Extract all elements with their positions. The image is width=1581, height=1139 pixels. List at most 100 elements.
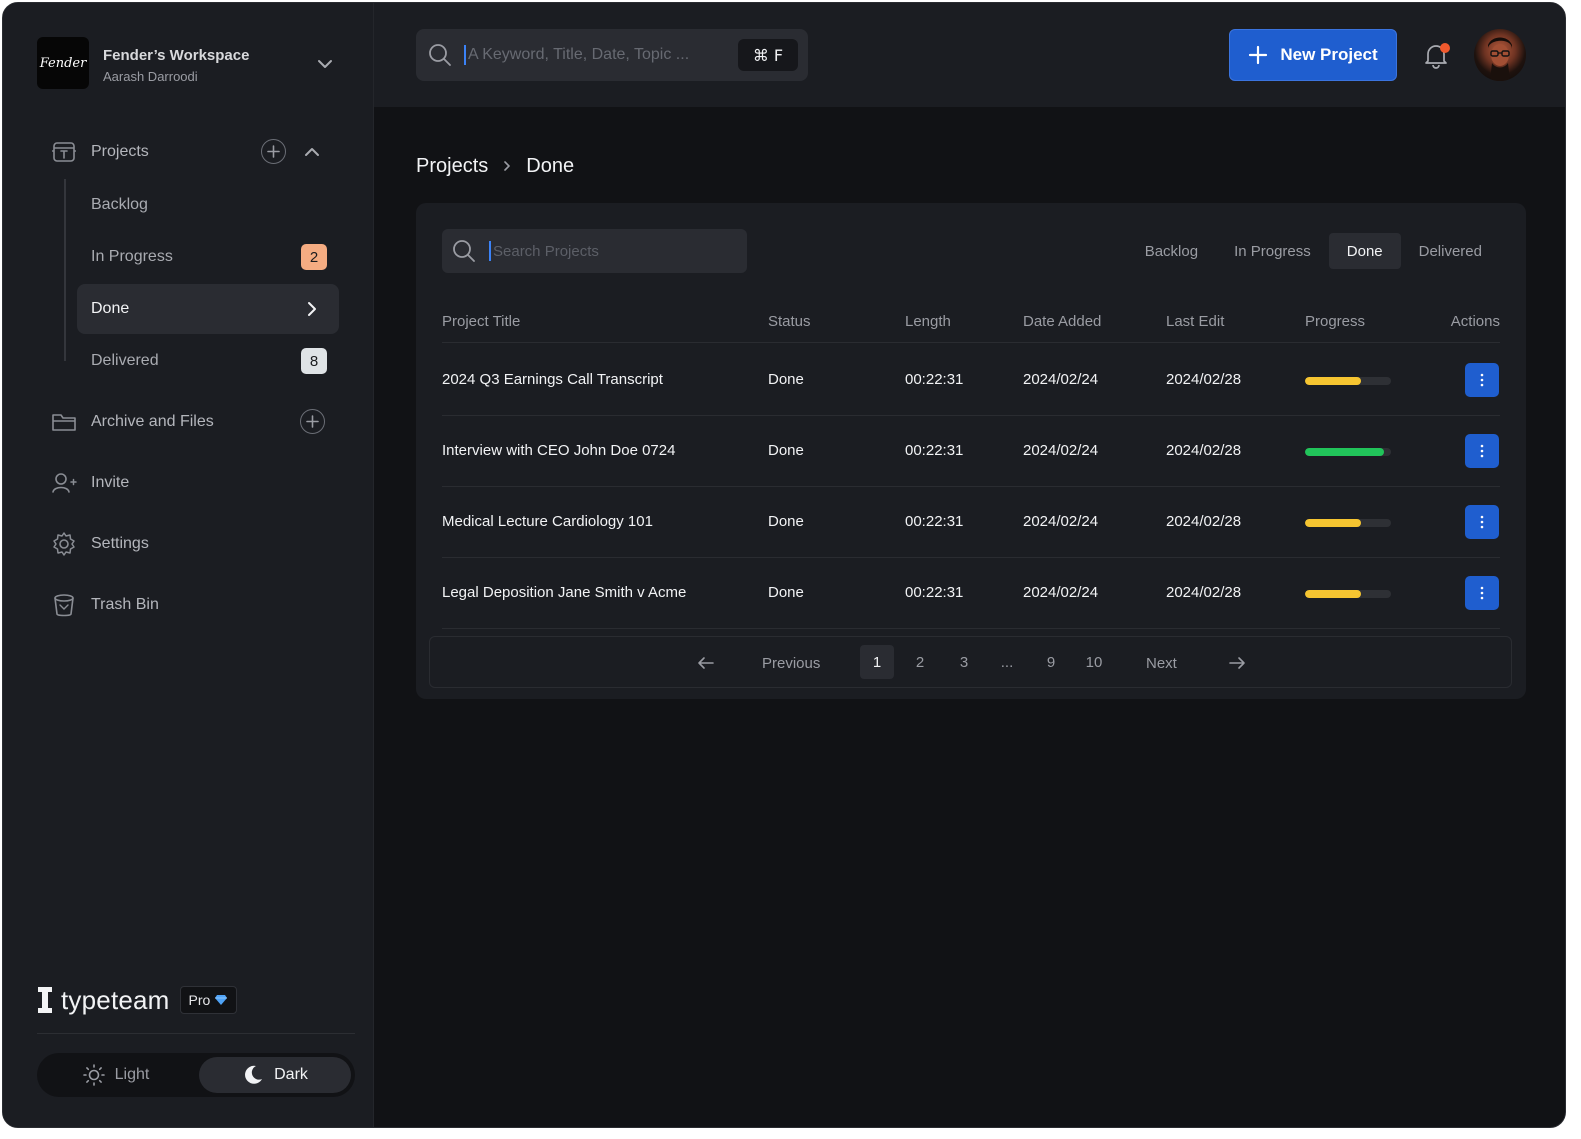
theme-light-label: Light bbox=[114, 1066, 150, 1083]
kanban-board-icon bbox=[51, 139, 77, 165]
column-header[interactable]: Progress bbox=[1305, 313, 1366, 330]
theme-dark-option[interactable]: Dark bbox=[199, 1057, 351, 1093]
arrow-left-icon[interactable] bbox=[696, 650, 716, 676]
row-actions-button[interactable] bbox=[1465, 576, 1499, 610]
workspace-logo: Fender bbox=[37, 37, 89, 89]
arrow-right-icon[interactable] bbox=[1227, 650, 1247, 676]
brand-name: typeteam bbox=[61, 984, 170, 1015]
add-user-icon bbox=[51, 470, 77, 496]
bell-icon[interactable] bbox=[1422, 41, 1450, 69]
avatar[interactable] bbox=[1474, 29, 1526, 81]
page-button[interactable]: 3 bbox=[959, 653, 969, 671]
column-header[interactable]: Date Added bbox=[1023, 313, 1102, 330]
trash-icon bbox=[51, 592, 77, 618]
status-cell: Done bbox=[768, 584, 804, 601]
column-header[interactable]: Status bbox=[768, 313, 811, 330]
table-row[interactable]: Interview with CEO John Doe 0724 Done 00:2… bbox=[442, 416, 1500, 487]
column-header: Actions bbox=[1450, 313, 1500, 330]
progress-bar bbox=[1305, 448, 1391, 456]
project-title: Interview with CEO John Doe 0724 bbox=[442, 442, 676, 459]
divider bbox=[37, 1033, 355, 1034]
sidebar-item-delivered[interactable]: Delivered 8 bbox=[77, 336, 339, 386]
tree-connector bbox=[64, 179, 66, 361]
diamond-icon bbox=[215, 995, 228, 1005]
sidebar-item-backlog[interactable]: Backlog bbox=[77, 180, 339, 230]
column-header[interactable]: Last Edit bbox=[1166, 313, 1225, 330]
tab-backlog[interactable]: Backlog bbox=[1144, 242, 1199, 260]
new-project-button[interactable]: New Project bbox=[1229, 29, 1397, 81]
count-badge: 2 bbox=[301, 244, 327, 270]
sidebar-item-done[interactable]: Done bbox=[77, 284, 339, 334]
breadcrumb-root[interactable]: Projects bbox=[416, 154, 489, 177]
status-filter-tabs: Backlog In Progress Done Delivered bbox=[1127, 233, 1500, 269]
chevron-up-icon[interactable] bbox=[303, 143, 321, 161]
progress-bar bbox=[1305, 590, 1391, 598]
table-row[interactable]: 2024 Q3 Earnings Call Transcript Done 00:2… bbox=[442, 345, 1500, 416]
project-search-input[interactable] bbox=[493, 239, 733, 263]
sidebar-item-settings[interactable]: Settings bbox=[51, 524, 149, 564]
sidebar-item-invite[interactable]: Invite bbox=[51, 463, 129, 503]
row-actions-button[interactable] bbox=[1465, 363, 1499, 397]
page-ellipsis: ... bbox=[1000, 653, 1014, 671]
row-actions-button[interactable] bbox=[1465, 505, 1499, 539]
workspace-user: Aarash Darroodi bbox=[103, 69, 198, 84]
project-title: 2024 Q3 Earnings Call Transcript bbox=[442, 371, 663, 388]
more-vertical-icon bbox=[1480, 373, 1484, 387]
progress-fill bbox=[1305, 377, 1361, 385]
length-cell: 00:22:31 bbox=[905, 442, 964, 459]
global-search-input[interactable] bbox=[468, 43, 730, 67]
breadcrumb-current: Done bbox=[526, 154, 575, 177]
last-edit-cell: 2024/02/28 bbox=[1166, 513, 1242, 530]
column-header[interactable]: Project Title bbox=[442, 313, 521, 330]
table-row[interactable]: Legal Deposition Jane Smith v Acme Done 00… bbox=[442, 558, 1500, 629]
tab-in-progress[interactable]: In Progress bbox=[1234, 242, 1311, 260]
breadcrumb: Projects Done bbox=[416, 153, 574, 179]
page-button[interactable]: 9 bbox=[1046, 653, 1056, 671]
theme-light-option[interactable]: Light bbox=[41, 1057, 191, 1093]
sidebar-item-in-progress[interactable]: In Progress 2 bbox=[77, 232, 339, 282]
more-vertical-icon bbox=[1480, 586, 1484, 600]
date-added-cell: 2024/02/24 bbox=[1023, 371, 1099, 388]
search-icon bbox=[429, 44, 451, 66]
top-bar: ⌘ F New Project bbox=[374, 3, 1565, 107]
add-archive-icon[interactable] bbox=[300, 409, 325, 434]
workspace-switcher[interactable]: Fender Fender’s Workspace Aarash Darrood… bbox=[37, 37, 337, 91]
table-header: Project Title Status Length Date Added L… bbox=[442, 311, 1500, 343]
sidebar-item-projects[interactable]: Projects bbox=[51, 132, 149, 172]
status-cell: Done bbox=[768, 513, 804, 530]
typeteam-logo-icon bbox=[38, 987, 52, 1013]
last-edit-cell: 2024/02/28 bbox=[1166, 442, 1242, 459]
tab-done[interactable]: Done bbox=[1328, 233, 1401, 269]
add-project-icon[interactable] bbox=[261, 139, 286, 164]
sidebar-item-label: Archive and Files bbox=[91, 413, 214, 430]
progress-bar bbox=[1305, 377, 1391, 385]
next-button[interactable]: Next bbox=[1146, 654, 1177, 672]
column-header[interactable]: Length bbox=[905, 313, 951, 330]
plus-icon bbox=[1249, 45, 1268, 65]
gear-icon bbox=[51, 531, 77, 557]
length-cell: 00:22:31 bbox=[905, 584, 964, 601]
count-badge: 8 bbox=[301, 348, 327, 374]
sidebar-item-label: Settings bbox=[91, 535, 149, 552]
tab-delivered[interactable]: Delivered bbox=[1418, 242, 1482, 260]
plan-label: Pro bbox=[188, 992, 211, 1008]
sidebar-item-label: Done bbox=[91, 300, 130, 317]
sidebar-item-label: Invite bbox=[91, 474, 130, 491]
row-actions-button[interactable] bbox=[1465, 434, 1499, 468]
user-photo-icon bbox=[1488, 37, 1512, 81]
page-button[interactable]: 1 bbox=[860, 645, 894, 679]
sidebar-item-trash[interactable]: Trash Bin bbox=[51, 585, 159, 625]
global-search[interactable]: ⌘ F bbox=[416, 29, 808, 81]
project-title: Legal Deposition Jane Smith v Acme bbox=[442, 584, 687, 601]
sidebar-item-archive[interactable]: Archive and Files bbox=[51, 402, 214, 442]
chevron-right-icon bbox=[502, 159, 512, 173]
table-row[interactable]: Medical Lecture Cardiology 101 Done 00:22:… bbox=[442, 487, 1500, 558]
chevron-down-icon[interactable] bbox=[316, 55, 334, 73]
search-icon bbox=[453, 240, 475, 262]
theme-dark-label: Dark bbox=[274, 1066, 308, 1083]
page-button[interactable]: 2 bbox=[915, 653, 925, 671]
previous-button[interactable]: Previous bbox=[762, 654, 821, 672]
sidebar: Fender Fender’s Workspace Aarash Darrood… bbox=[3, 3, 374, 1127]
page-button[interactable]: 10 bbox=[1085, 653, 1103, 671]
project-search[interactable] bbox=[442, 229, 747, 273]
